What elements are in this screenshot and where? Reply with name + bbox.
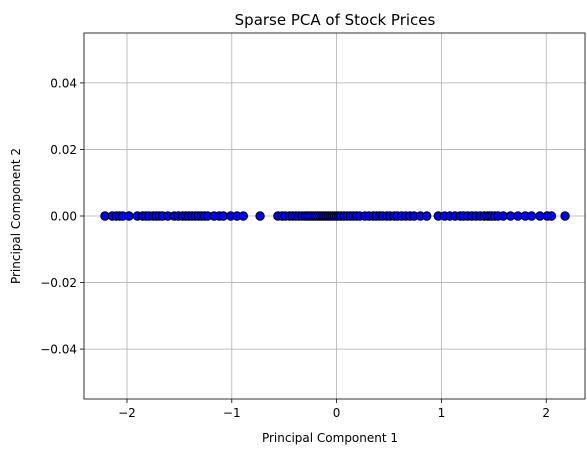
data-point bbox=[124, 211, 134, 221]
x-axis-ticks: −2 −1 0 1 2 bbox=[118, 399, 550, 420]
data-point bbox=[238, 211, 249, 221]
y-axis-label: Principal Component 2 bbox=[9, 148, 23, 284]
x-tick-label: 1 bbox=[438, 406, 446, 420]
y-tick-label: −0.04 bbox=[40, 343, 77, 357]
x-tick-label: −1 bbox=[223, 406, 241, 420]
x-tick-label: 2 bbox=[542, 406, 550, 420]
y-tick-label: 0.02 bbox=[50, 143, 77, 157]
y-tick-label: 0.00 bbox=[50, 210, 77, 224]
data-point bbox=[255, 211, 265, 221]
y-tick-label: −0.02 bbox=[40, 276, 77, 290]
x-axis-label: Principal Component 1 bbox=[262, 431, 398, 445]
data-point bbox=[422, 211, 432, 221]
x-tick-label: 0 bbox=[333, 406, 341, 420]
data-point bbox=[526, 211, 537, 221]
data-points bbox=[100, 211, 570, 221]
y-axis-ticks: −0.04 −0.02 0.00 0.02 0.04 bbox=[40, 76, 84, 357]
x-tick-label: −2 bbox=[118, 406, 136, 420]
y-tick-label: 0.04 bbox=[50, 76, 77, 90]
chart-title: Sparse PCA of Stock Prices bbox=[235, 11, 436, 29]
data-point bbox=[546, 211, 557, 221]
data-point bbox=[560, 211, 570, 221]
